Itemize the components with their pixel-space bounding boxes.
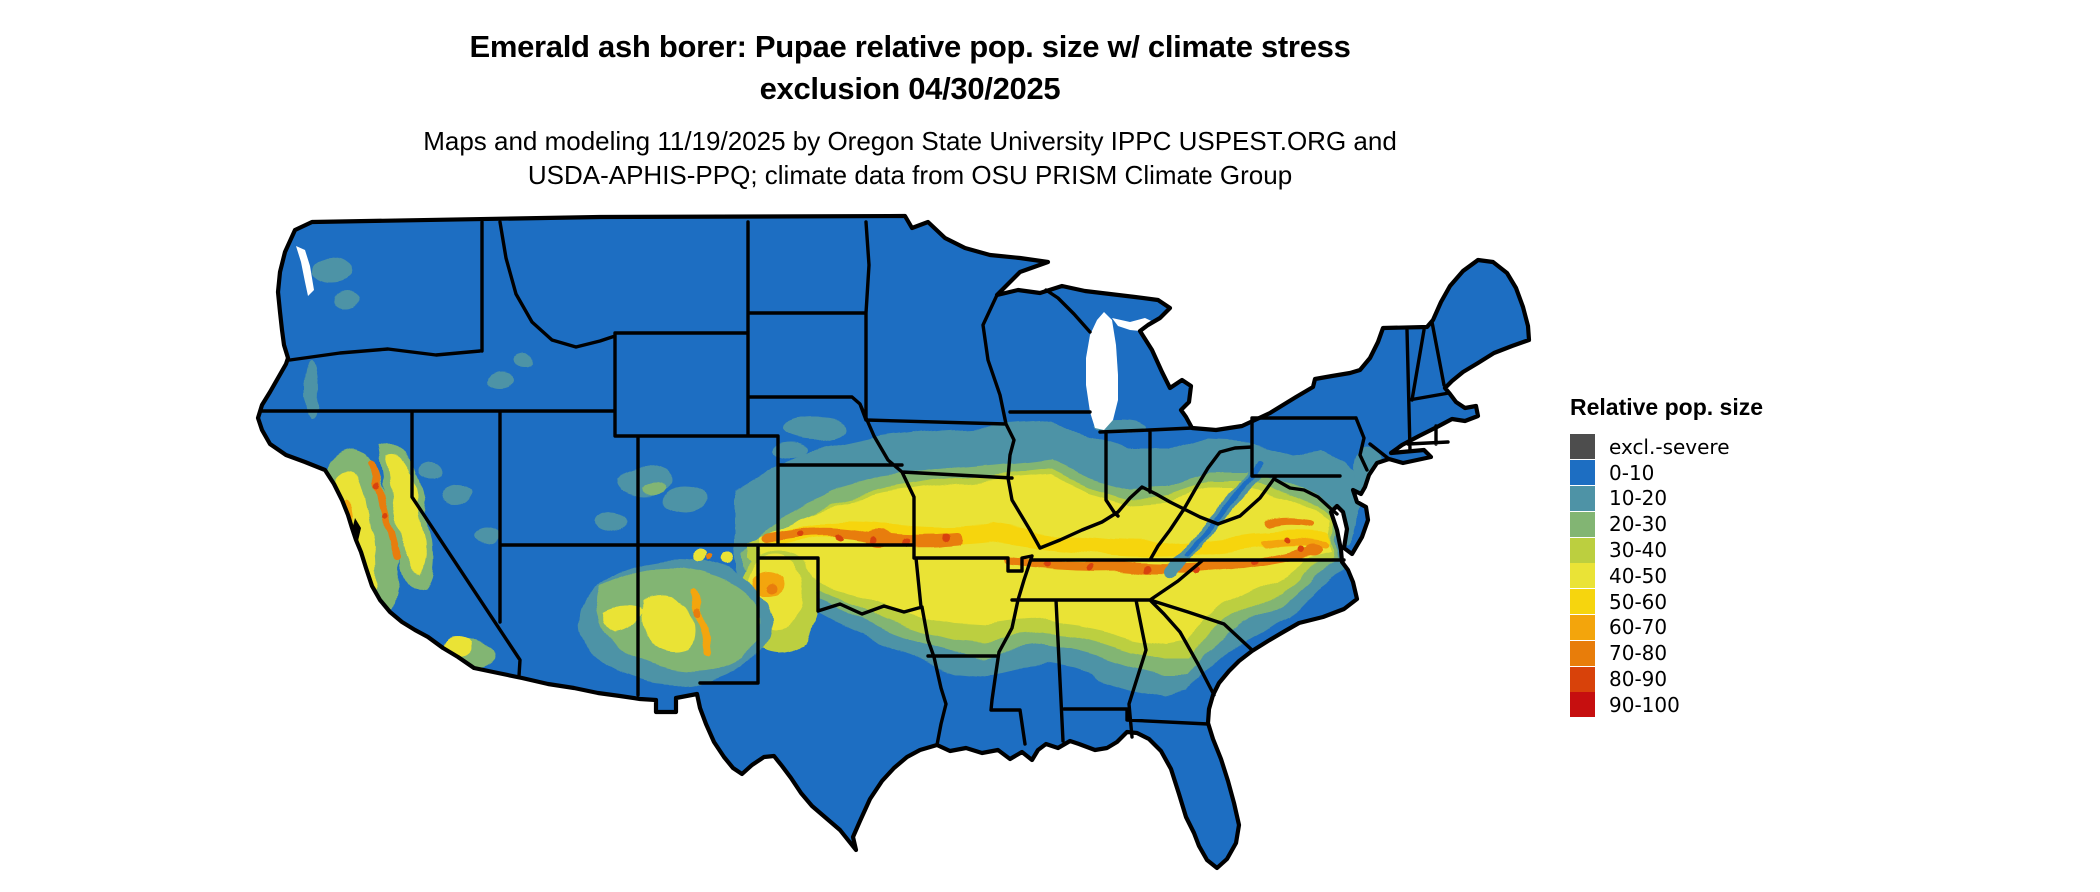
page-subtitle: Maps and modeling 11/19/2025 by Oregon S… [0, 124, 1820, 192]
legend-item: 30-40 [1570, 537, 1830, 563]
title-line-2: exclusion 04/30/2025 [759, 71, 1061, 106]
legend-item: 20-30 [1570, 511, 1830, 537]
streak-virginia [1258, 538, 1328, 549]
yellow-patch-mogollon [604, 607, 644, 632]
legend-swatch [1570, 434, 1595, 460]
legend-rows: excl.-severe 0-10 10-20 20-30 30-40 40-5… [1570, 434, 1830, 718]
orange-fleck-ok [767, 582, 777, 592]
teal-patch-nebraska [772, 444, 808, 460]
yellow-patch-socal [444, 640, 472, 656]
teal-patches-nevada [418, 462, 500, 543]
orange-patch-virginia-coast [1303, 544, 1321, 556]
puget-sound [296, 246, 314, 296]
state-borders [260, 220, 1451, 747]
legend-label: 70-80 [1609, 641, 1668, 666]
title-line-1: Emerald ash borer: Pupae relative pop. s… [469, 29, 1351, 64]
legend-swatch [1570, 485, 1595, 511]
san-francisco-bay [352, 518, 361, 541]
appalachian-blue-ridge [1185, 459, 1263, 557]
page-title: Emerald ash borer: Pupae relative pop. s… [0, 26, 1820, 110]
yellow-specks-colorado [693, 548, 734, 566]
legend-item: 90-100 [1570, 692, 1830, 718]
lake-michigan [1086, 312, 1118, 430]
streak-kansas-missouri [763, 526, 960, 545]
legend-item: 80-90 [1570, 666, 1830, 692]
subtitle-line-1: Maps and modeling 11/19/2025 by Oregon S… [423, 126, 1397, 156]
teal-patches-utah-colorado [596, 464, 707, 530]
legend-swatch [1570, 563, 1595, 589]
legend-item: 60-70 [1570, 614, 1830, 641]
legend-label: 40-50 [1609, 563, 1668, 588]
teal-patches-washington [305, 258, 360, 418]
subtitle-line-2: USDA-APHIS-PPQ; climate data from OSU PR… [527, 160, 1293, 190]
legend-label: 10-20 [1609, 486, 1668, 511]
red-orange-flecks [796, 530, 1302, 575]
yellow-patch-new-mexico [641, 596, 696, 653]
legend-swatch [1570, 692, 1595, 718]
legend-item: 0-10 [1570, 460, 1830, 486]
streak-new-mexico [691, 590, 714, 658]
legend-label: 30-40 [1609, 538, 1668, 563]
map-legend: Relative pop. size excl.-severe 0-10 10-… [1570, 394, 1830, 718]
teal-patches-idaho [486, 352, 534, 389]
band-50-60 [764, 520, 1330, 557]
legend-item: 70-80 [1570, 640, 1830, 666]
teal-patch-dakota [783, 418, 847, 442]
legend-swatch [1570, 511, 1595, 537]
streak-sierra-orange [368, 462, 401, 564]
legend-label: 90-100 [1609, 692, 1680, 717]
legend-label: excl.-severe [1609, 434, 1730, 459]
legend-label: 0-10 [1609, 460, 1655, 485]
legend-label: 50-60 [1609, 589, 1668, 614]
green-patch-utah [643, 481, 667, 495]
red-flecks-sierra [375, 483, 389, 518]
us-outline [255, 213, 1532, 871]
yellow-patch-sierra [386, 454, 428, 574]
legend-item: excl.-severe [1570, 434, 1830, 460]
legend-item: 50-60 [1570, 589, 1830, 615]
legend-swatch [1570, 666, 1595, 692]
legend-swatch [1570, 614, 1595, 640]
legend-item: 10-20 [1570, 485, 1830, 512]
great-lakes-water [296, 246, 1160, 430]
legend-swatch [1570, 537, 1595, 563]
orange-fleck-nm [696, 608, 704, 616]
legend-swatch [1570, 460, 1595, 486]
legend-label: 60-70 [1609, 615, 1668, 640]
streak-virginia-north [1266, 518, 1314, 529]
legend-label: 20-30 [1609, 512, 1668, 537]
orange-fleck-colorado [707, 555, 713, 561]
legend-title: Relative pop. size [1570, 394, 1764, 420]
legend-label: 80-90 [1609, 667, 1668, 692]
legend-item: 40-50 [1570, 563, 1830, 589]
orange-patch-missouri [866, 529, 894, 547]
legend-swatch [1570, 640, 1595, 666]
legend-swatch [1570, 589, 1595, 615]
